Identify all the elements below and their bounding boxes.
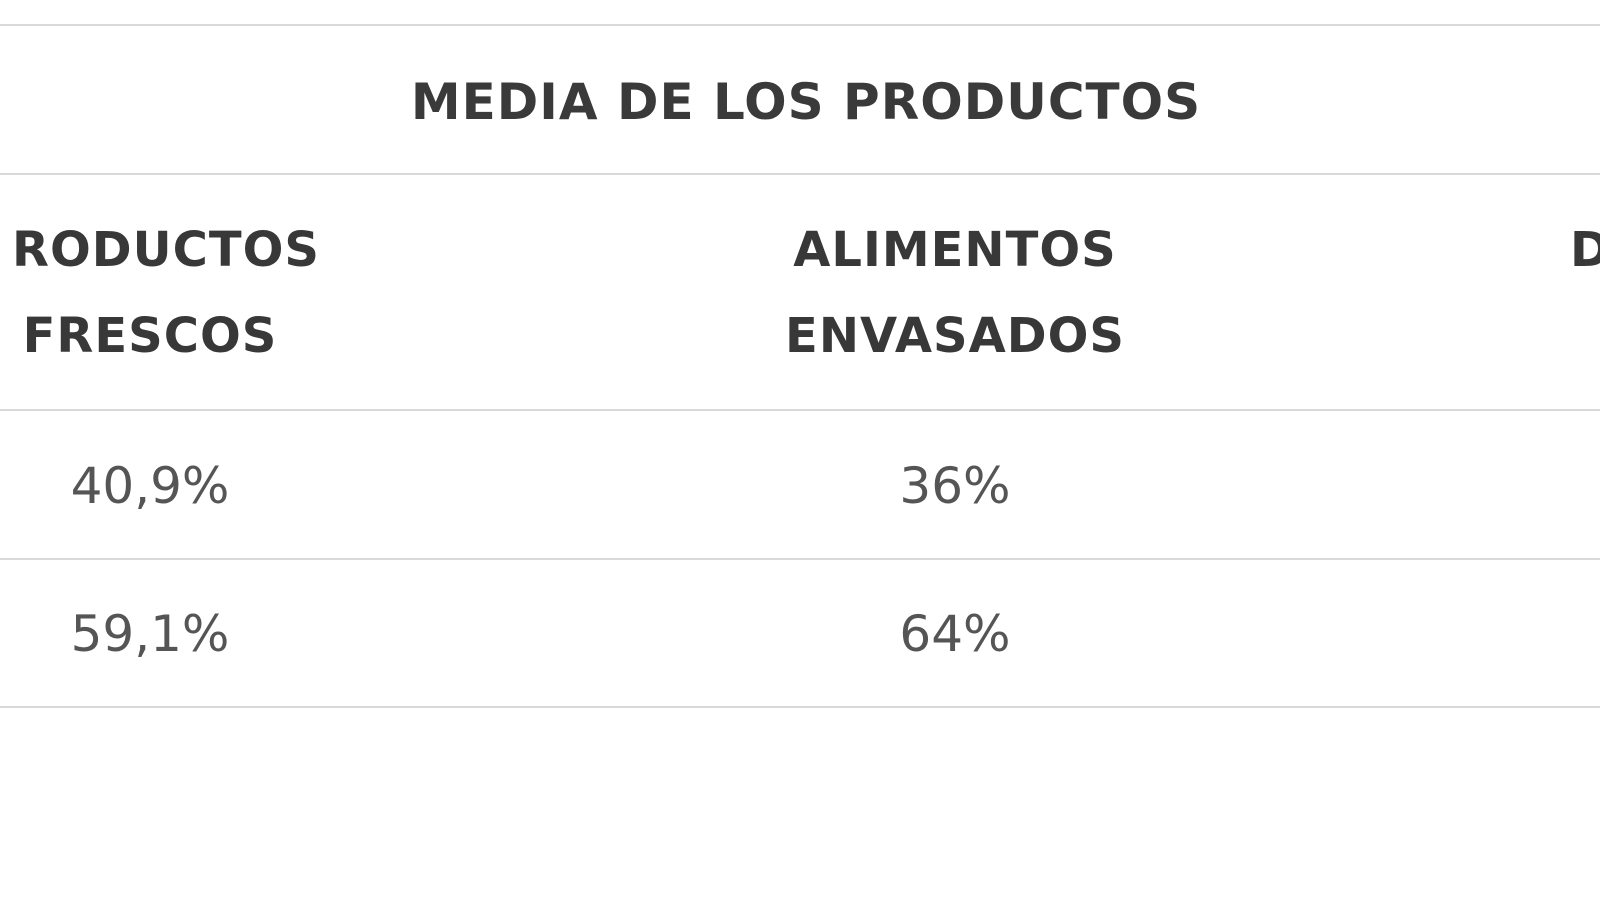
- column-header: RODUCTOS: [12, 222, 320, 278]
- table-title: MEDIA DE LOS PRODUCTOS: [410, 73, 1202, 131]
- table-cell: 40,9%: [70, 457, 230, 515]
- table-border: [0, 24, 1600, 26]
- column-header: D: [1570, 222, 1600, 278]
- column-header: ALIMENTOS: [793, 222, 1117, 278]
- table-border: [0, 173, 1600, 175]
- column-header: ENVASADOS: [785, 308, 1125, 364]
- table-cell: 36%: [899, 457, 1011, 515]
- table-border: [0, 706, 1600, 708]
- table-cell: 59,1%: [70, 605, 230, 663]
- table-border: [0, 558, 1600, 560]
- table-cell: 64%: [899, 605, 1011, 663]
- column-header: FRESCOS: [22, 308, 278, 364]
- table-border: [0, 409, 1600, 411]
